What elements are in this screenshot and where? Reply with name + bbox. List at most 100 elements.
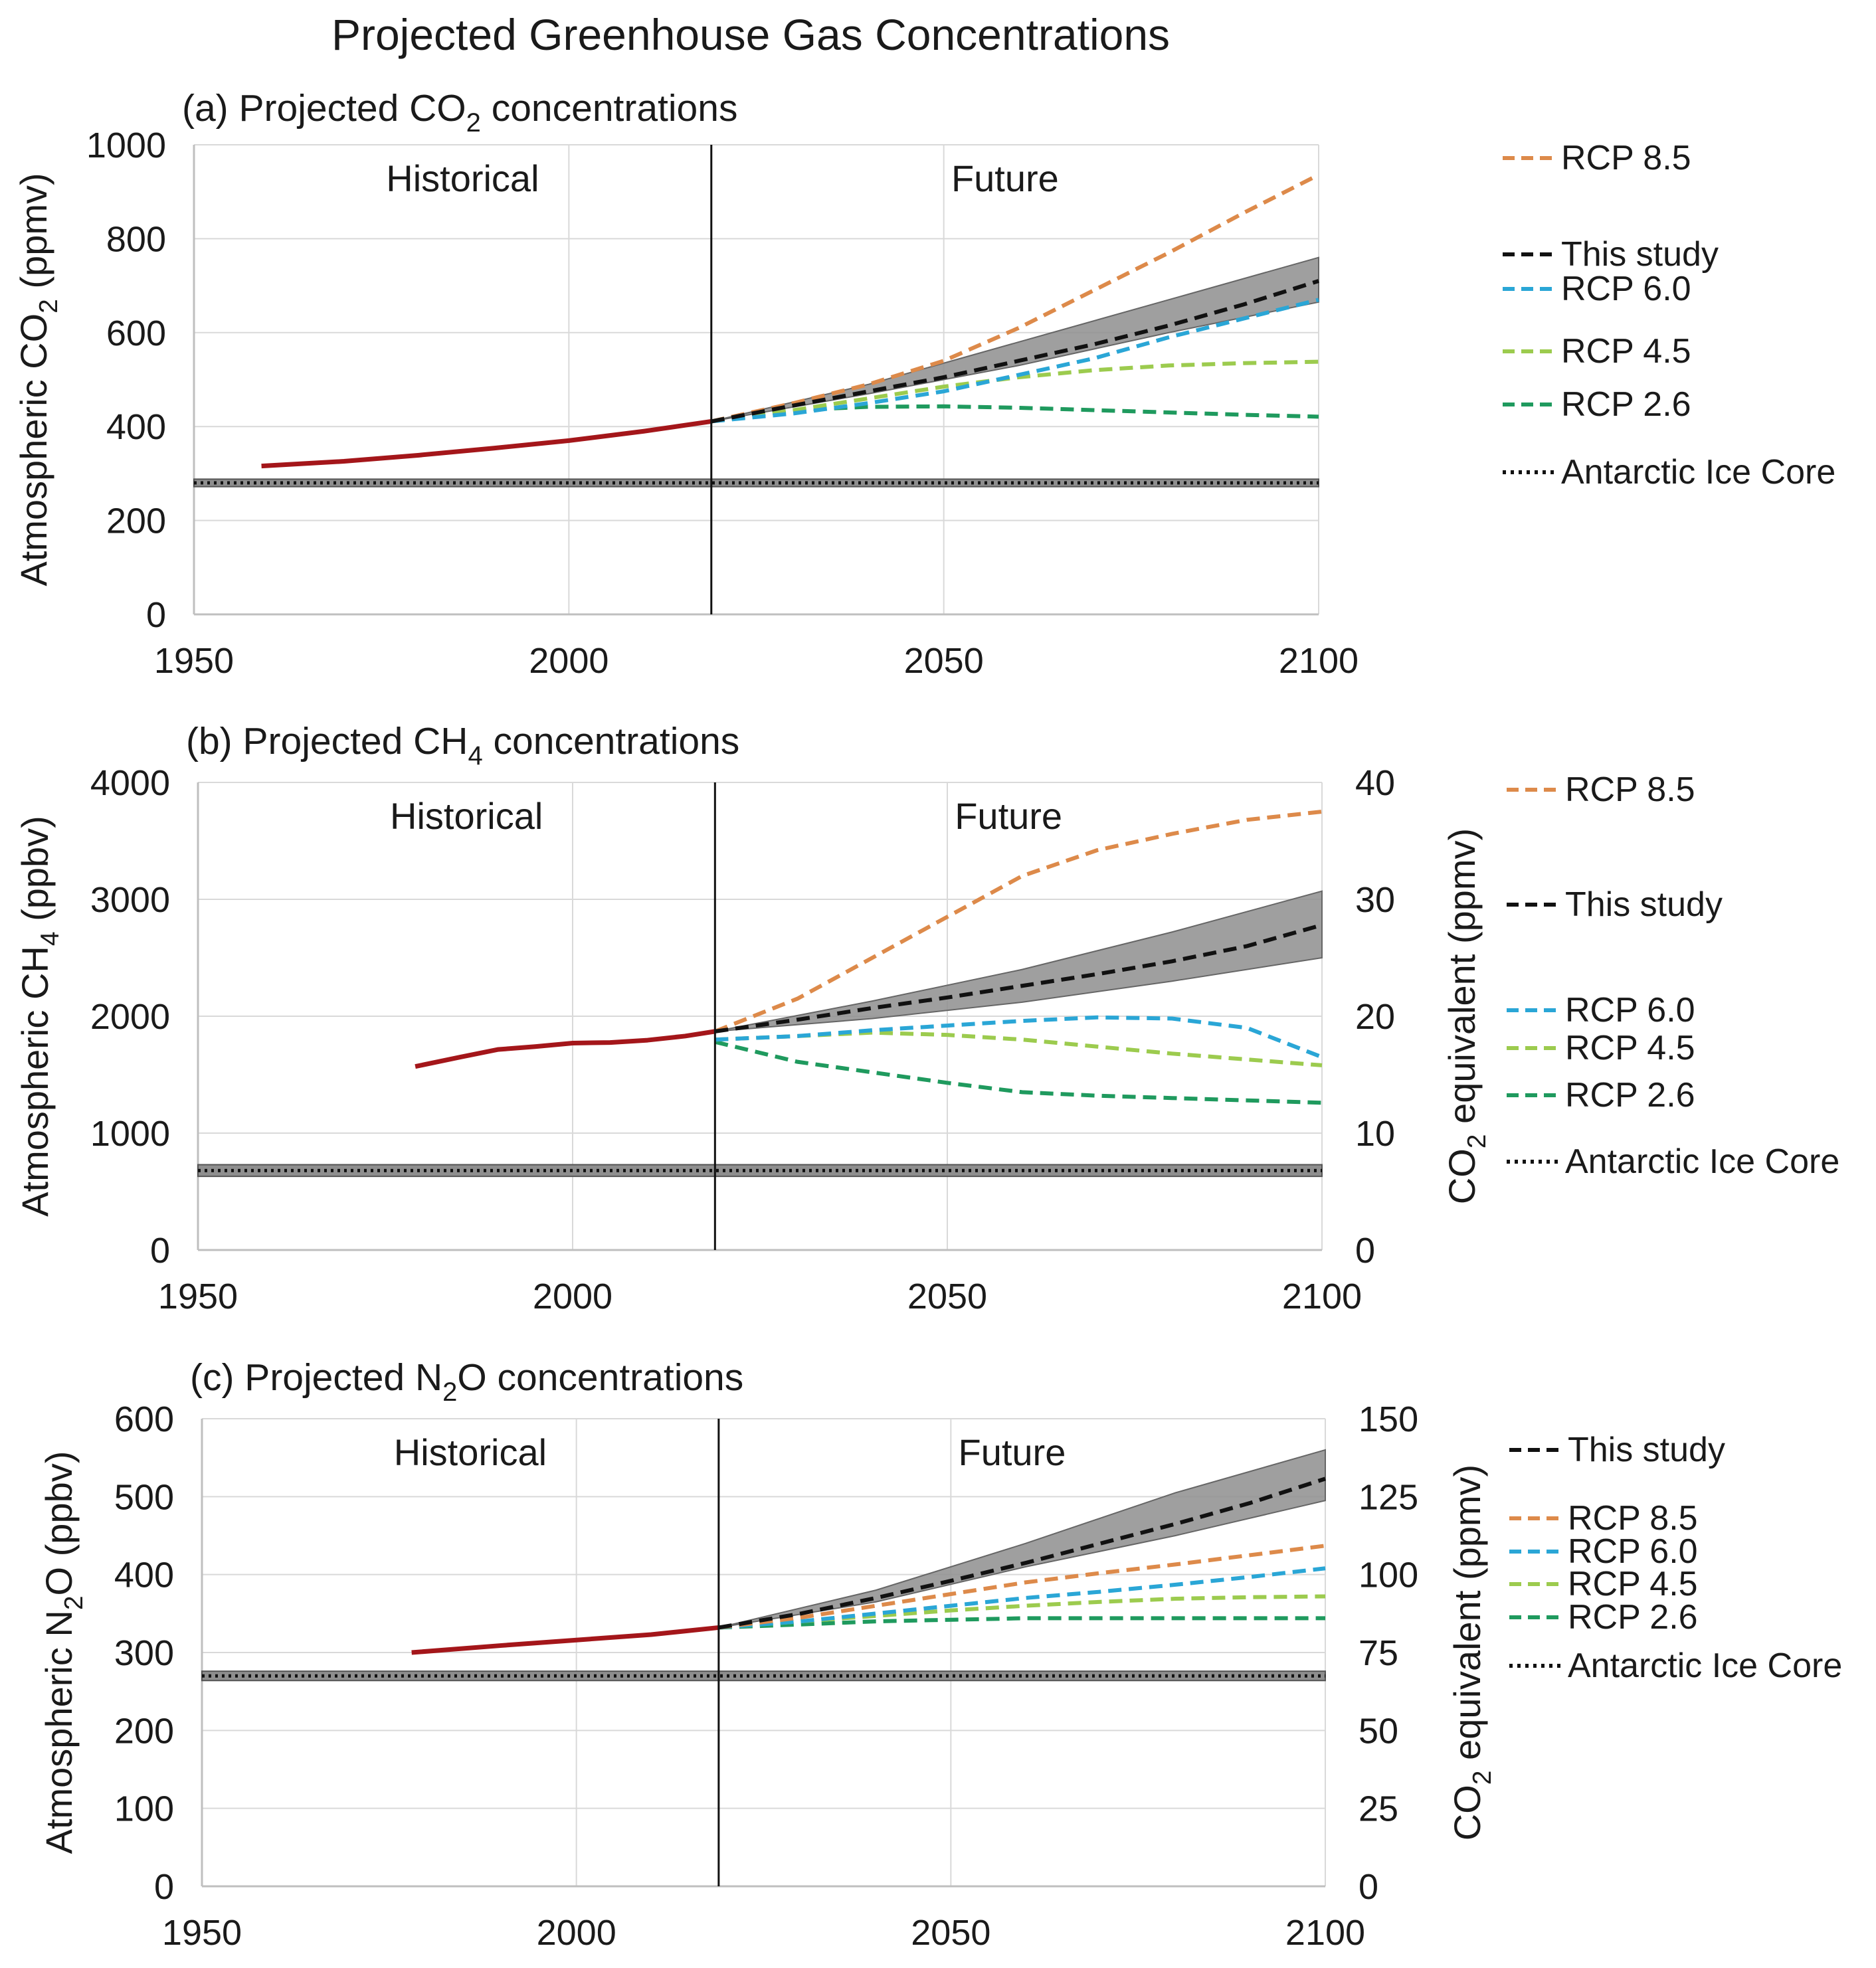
y2-axis-label-sub: 2: [1463, 1134, 1491, 1148]
y-axis-label: Atmospheric N2O (ppbv): [38, 1451, 88, 1854]
legend-label: RCP 4.5: [1561, 332, 1691, 371]
legend-label: Antarctic Ice Core: [1565, 1142, 1839, 1181]
series-line-rcp26: [714, 1039, 1323, 1105]
y2-axis-label-main: CO: [1446, 1785, 1488, 1840]
x-tick-label: 2050: [904, 641, 984, 681]
region-label-historical: Historical: [390, 795, 543, 837]
y-axis-label-main: Atmospheric CH: [14, 946, 56, 1217]
legend-item: Antarctic Ice Core: [1507, 1142, 1839, 1181]
y2-tick-label: 25: [1359, 1789, 1398, 1829]
y2-axis-label-sub: 2: [1468, 1770, 1497, 1785]
y-tick-label: 200: [106, 501, 166, 541]
legend-label: This study: [1565, 885, 1723, 924]
legend-item: RCP 2.6: [1509, 1598, 1698, 1637]
x-tick-label: 1950: [158, 1277, 238, 1316]
legend-item: RCP 4.5: [1503, 332, 1691, 371]
x-tick-label: 2050: [911, 1913, 990, 1953]
panel-a: (a) Projected CO2 concentrations 0 200 400 6…: [13, 87, 1835, 681]
y-tick-label: 1000: [90, 1114, 170, 1154]
this-study-uncertainty-band: [711, 256, 1319, 422]
legend-item: RCP 8.5: [1507, 770, 1695, 809]
y-tick-label: 600: [106, 313, 166, 353]
legend-item: Antarctic Ice Core: [1503, 453, 1835, 492]
series-line-rcp85: [711, 173, 1320, 424]
legend-item: RCP 4.5: [1507, 1029, 1695, 1067]
y-tick-label: 400: [106, 407, 166, 447]
y-axis-label: Atmospheric CH4 (ppbv): [14, 816, 64, 1217]
y-axis-label-suffix: (ppmv): [13, 173, 54, 299]
legend-item: RCP 6.0: [1503, 270, 1691, 308]
legend-item: This study: [1509, 1431, 1725, 1469]
y-tick-label: 0: [154, 1867, 174, 1907]
series-line-rcp60: [718, 1566, 1326, 1630]
region-label-future: Future: [951, 157, 1059, 199]
series-line-rcp60: [711, 298, 1319, 424]
legend-label: RCP 8.5: [1561, 139, 1691, 177]
y2-tick-label: 75: [1359, 1633, 1398, 1673]
y2-tick-label: 40: [1355, 763, 1395, 803]
legend-label: Antarctic Ice Core: [1561, 453, 1835, 492]
panel-a-title-main: (a) Projected CO: [182, 87, 466, 130]
y2-tick-label: 0: [1359, 1867, 1378, 1907]
legend-item: Antarctic Ice Core: [1509, 1647, 1842, 1685]
y2-tick-label: 0: [1355, 1231, 1375, 1271]
legend-item: RCP 4.5: [1509, 1565, 1698, 1603]
legend-item: RCP 2.6: [1503, 385, 1691, 424]
y2-axis-label-suffix: equivalent (ppmv): [1441, 828, 1483, 1134]
legend-label: This study: [1561, 235, 1719, 274]
legend-label: This study: [1568, 1431, 1725, 1469]
y2-tick-label: 50: [1359, 1711, 1398, 1751]
series-line-rcp85: [718, 1544, 1326, 1630]
y-tick-label: 4000: [90, 763, 170, 803]
panel-a-title-sub: 2: [466, 108, 481, 137]
y-axis-label-main: Atmospheric CO: [13, 313, 54, 586]
panel-c: (c) Projected N2O concentrations01002003…: [38, 1356, 1842, 1953]
legend-item: RCP 6.0: [1509, 1532, 1698, 1571]
y-tick-label: 400: [114, 1556, 174, 1595]
this-study-uncertainty-band: [718, 1449, 1326, 1629]
legend-item: RCP 6.0: [1507, 991, 1695, 1029]
legend-label: RCP 2.6: [1568, 1598, 1698, 1637]
panel-b-title-suffix: concentrations: [483, 720, 740, 762]
y-tick-label: 0: [146, 595, 166, 635]
x-tick-label: 2100: [1279, 641, 1359, 681]
x-tick-label: 2100: [1282, 1277, 1362, 1316]
panel-b-title: (b) Projected CH4 concentrations: [186, 720, 739, 770]
historical-line: [261, 418, 712, 469]
x-tick-label: 2100: [1285, 1913, 1365, 1953]
y-tick-label: 600: [114, 1399, 174, 1439]
legend-label: RCP 8.5: [1565, 770, 1695, 809]
y-tick-label: 0: [150, 1231, 170, 1271]
y-tick-label: 1000: [86, 126, 166, 165]
legend-label: RCP 8.5: [1568, 1499, 1698, 1538]
y2-tick-label: 30: [1355, 880, 1395, 920]
figure-title: Projected Greenhouse Gas Concentrations: [331, 10, 1170, 59]
x-tick-label: 1950: [154, 641, 234, 681]
legend-label: RCP 2.6: [1561, 385, 1691, 424]
panel-b-title-main: (b) Projected CH: [186, 720, 468, 762]
panel-b-title-sub: 4: [468, 741, 482, 770]
y-axis-label-suffix: O (ppbv): [38, 1451, 80, 1596]
region-label-historical: Historical: [386, 157, 539, 199]
historical-line: [411, 1625, 719, 1655]
legend-label: Antarctic Ice Core: [1568, 1647, 1842, 1685]
legend-label: RCP 6.0: [1565, 991, 1695, 1029]
y2-tick-label: 20: [1355, 997, 1395, 1037]
y2-tick-label: 125: [1359, 1477, 1418, 1517]
legend-item: RCP 2.6: [1507, 1076, 1695, 1115]
historical-line: [415, 1029, 715, 1069]
y-axis-label-sub: 4: [36, 931, 64, 946]
y-axis-label-main: Atmospheric N: [38, 1610, 80, 1854]
y-tick-label: 100: [114, 1789, 174, 1829]
region-label-historical: Historical: [394, 1431, 547, 1473]
x-tick-label: 1950: [162, 1913, 242, 1953]
panel-b: (b) Projected CH4 concentrations01000200…: [14, 720, 1839, 1316]
this-study-uncertainty-band: [715, 890, 1323, 1032]
series-line-this_study: [711, 279, 1319, 424]
region-label-future: Future: [955, 795, 1062, 837]
series-line-rcp60: [715, 1015, 1323, 1059]
panel-a-title-suffix: concentrations: [481, 87, 738, 130]
region-label-future: Future: [959, 1431, 1066, 1473]
panel-c-title-suffix: O concentrations: [457, 1356, 743, 1399]
